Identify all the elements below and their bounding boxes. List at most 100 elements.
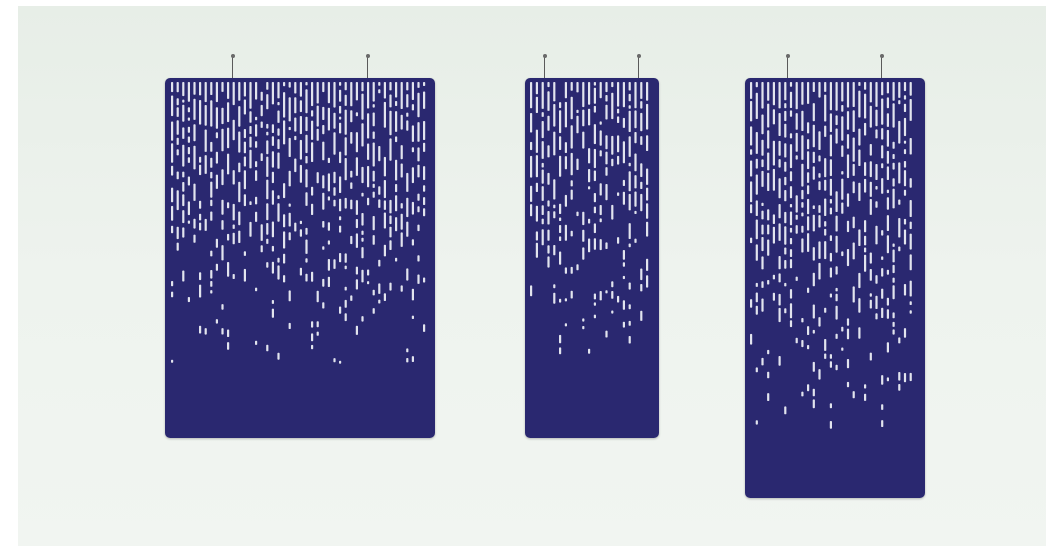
perforation-slot [182,270,185,282]
perforation-slot [778,159,781,168]
perforation-slot [339,360,342,364]
perforation-slot [864,82,867,90]
perforation-slot [755,292,758,303]
perforation-slot [622,321,625,328]
perforation-slot [423,91,426,109]
perforation-slot [227,127,230,149]
perforation-slot [187,136,190,143]
perforation-slot [892,178,895,187]
perforation-slot [182,127,185,139]
perforation-slot [221,328,224,335]
perforation-slot [243,170,246,190]
perforation-slot [640,163,643,177]
perforation-slot [778,204,781,219]
perforation-slot [903,218,907,225]
perforation-slot [327,107,330,131]
perforation-slot [530,141,533,151]
perforation-slot [288,137,291,157]
perforation-slot [622,82,625,108]
perforation-slot [210,100,213,127]
perforation-slot [417,224,420,232]
perforation-slot [801,135,804,160]
perforation-slot [599,121,602,125]
perforation-slot [824,241,827,260]
perforation-slot [553,104,556,127]
perforation-slot [605,135,608,150]
perforation-slot [784,282,787,287]
perforation-slot [846,82,850,108]
perforation-slot [372,183,375,188]
perforation-slot [858,327,861,339]
perforation-slot [553,292,556,304]
perforation-slot [576,115,579,134]
perforation-slot [400,285,403,292]
perforation-slot [395,195,398,212]
perforation-slot [784,247,787,255]
perforation-slot [227,233,230,241]
perforation-slot [182,171,185,178]
perforation-slot [750,82,753,99]
perforation-slot [541,229,544,246]
perforation-slot [864,393,867,401]
perforation-slot [846,193,850,207]
perforation-slot [564,101,567,128]
perforation-slot [322,125,325,135]
perforation-slot [807,287,810,293]
perforation-slot [171,225,174,234]
perforation-slot [417,193,420,201]
perforation-slot [271,190,274,205]
perforation-slot [772,109,775,125]
perforation-slot [909,310,912,314]
perforation-slot [171,291,174,298]
perforation-slot [761,159,764,168]
perforation-slot [316,290,319,303]
perforation-slot [812,329,815,334]
perforation-slot [187,201,190,216]
perforation-slot [784,308,787,314]
perforation-slot [789,289,793,299]
perforation-slot [417,122,420,142]
perforation-slot [182,82,185,97]
perforation-slot [423,142,426,152]
perforation-slot [400,145,403,160]
perforation-slot [559,347,562,355]
perforation-slot [892,82,895,101]
perforation-slot [784,406,787,415]
perforation-slot [801,225,804,233]
perforation-slot [355,233,358,248]
perforation-slot [628,223,631,239]
perforation-slot [903,373,907,383]
perforation-slot [227,153,230,175]
perforation-slot [761,281,764,288]
perforation-slot [243,141,246,154]
perforation-slot [311,333,314,342]
perforation-slot [367,166,370,188]
perforation-slot [903,284,907,296]
perforation-slot [767,103,770,128]
perforation-slot [322,106,325,120]
perforation-slot [835,266,838,275]
perforation-slot [875,109,878,127]
perforation-slot [541,205,544,215]
perforation-slot [841,116,844,141]
perforation-slot [761,170,764,187]
perforation-slot [835,287,838,292]
perforation-slot [199,213,202,221]
perforation-slot [383,244,386,257]
perforation-slot [564,298,567,302]
perforation-slot [199,100,202,125]
perforation-slot [283,183,286,199]
perforation-slot [187,157,190,163]
perforation-slot [886,82,889,94]
perforation-slot [778,140,781,156]
perforation-slot [812,399,815,409]
perforation-slot [283,275,286,283]
perforation-slot [344,313,347,322]
perforation-slot [171,82,174,93]
perforation-slot [553,284,556,289]
perforation-slot [406,94,409,108]
perforation-slot [210,157,213,168]
perforation-slot [372,191,375,198]
perforation-slot [227,329,230,337]
perforation-slot [260,224,263,241]
